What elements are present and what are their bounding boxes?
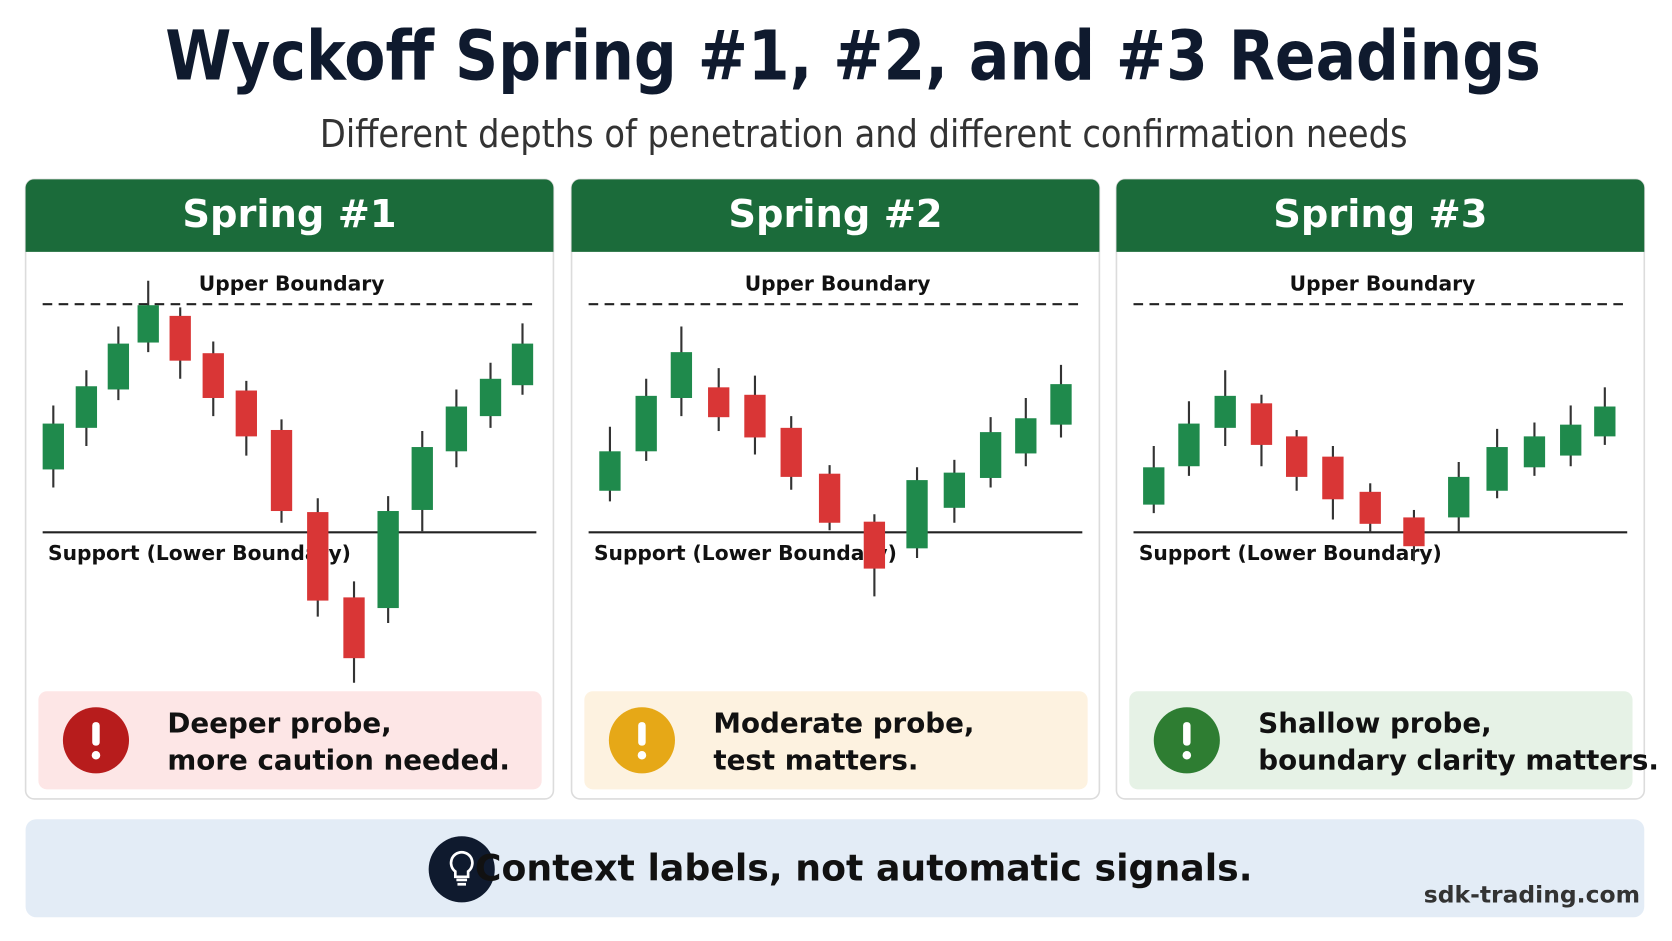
- support-label: Support (Lower Boundary): [48, 541, 351, 565]
- candle-body: [1523, 436, 1546, 468]
- candle-body: [307, 512, 329, 601]
- upper-label: Upper Boundary: [199, 271, 385, 295]
- candle-body: [744, 394, 766, 438]
- candle-body: [1285, 436, 1308, 477]
- upper-label: Upper Boundary: [1290, 271, 1476, 295]
- candle-body: [107, 343, 130, 390]
- note-line: boundary clarity matters.: [1258, 744, 1659, 777]
- candle-body: [670, 352, 693, 398]
- candle-body: [708, 387, 730, 418]
- candle-body: [377, 511, 399, 609]
- footer-box: [25, 819, 1645, 918]
- candle-body: [1214, 395, 1236, 428]
- title: Wyckoff Spring #1, #2, and #3 Readings: [165, 18, 1541, 97]
- candle-body: [906, 480, 928, 549]
- candle-body: [479, 378, 502, 417]
- subtitle: Different depths of penetration and diff…: [320, 112, 1408, 157]
- panels: Spring #1 Upper Boundary Support (Lower Bo…: [24, 178, 1659, 800]
- candle-body: [511, 343, 534, 386]
- candle-body: [1178, 423, 1200, 467]
- note-box: [584, 691, 1088, 790]
- panel-title: Spring #1: [182, 192, 396, 237]
- bulb-glyph: [449, 850, 474, 886]
- note-line: Shallow probe,: [1258, 706, 1491, 739]
- panel-header: [1116, 179, 1645, 252]
- note-box: [38, 691, 542, 790]
- warning-bar: [92, 722, 100, 746]
- candle-body: [863, 521, 886, 569]
- candle-body: [599, 451, 621, 491]
- candle-body: [1359, 491, 1381, 524]
- note-line: Moderate probe,: [713, 706, 974, 739]
- credit: sdk-trading.com: [1424, 880, 1640, 908]
- upper-label: Upper Boundary: [745, 271, 931, 295]
- panel-header: [25, 179, 554, 252]
- panel-title: Spring #2: [728, 192, 942, 237]
- candle-body: [1143, 467, 1165, 505]
- candle-body: [42, 423, 64, 470]
- note-line: Deeper probe,: [167, 706, 391, 739]
- candle-body: [1594, 406, 1616, 437]
- candle-body: [943, 472, 966, 508]
- note-line: test matters.: [713, 744, 918, 777]
- candle-body: [1250, 403, 1273, 445]
- note-box: [1129, 691, 1633, 790]
- candle-body: [635, 395, 657, 452]
- candle-body: [1486, 447, 1508, 491]
- candle-body: [818, 473, 841, 523]
- candle-body: [75, 386, 98, 428]
- note-line: more caution needed.: [167, 744, 509, 777]
- candle-body: [445, 406, 468, 452]
- warning-dot: [1182, 750, 1192, 760]
- support-label: Support (Lower Boundary): [1139, 541, 1442, 565]
- panel-title: Spring #3: [1273, 192, 1487, 237]
- candle-body: [270, 429, 293, 512]
- warning-bar: [1183, 722, 1191, 746]
- panel-header: [571, 179, 1100, 252]
- candle-body: [1560, 424, 1582, 456]
- candle-body: [1050, 384, 1072, 425]
- candle-body: [979, 432, 1002, 478]
- candle-body: [780, 427, 802, 477]
- warning-bar: [638, 722, 646, 746]
- candle-body: [1322, 456, 1344, 500]
- candle-body: [202, 353, 224, 398]
- candle-body: [1015, 418, 1037, 454]
- bulb-icon: [428, 836, 495, 903]
- candle-body: [235, 390, 257, 437]
- candle-body: [169, 315, 191, 361]
- candle-body: [137, 305, 159, 343]
- footer-text: Context labels, not automatic signals.: [475, 846, 1253, 889]
- candle-body: [1403, 517, 1425, 547]
- candle-body: [343, 597, 365, 659]
- warning-dot: [637, 750, 647, 760]
- warning-dot: [91, 750, 101, 760]
- candle-body: [411, 447, 433, 510]
- candle-body: [1448, 476, 1470, 518]
- support-label: Support (Lower Boundary): [594, 541, 897, 565]
